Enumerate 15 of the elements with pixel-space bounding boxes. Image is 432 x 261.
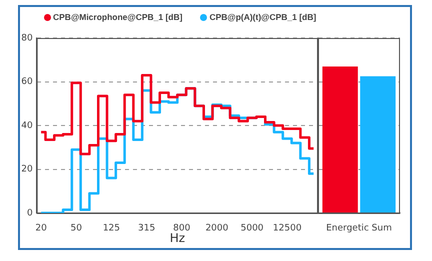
y-tick-label: 60 bbox=[21, 77, 33, 88]
y-tick-label: 20 bbox=[21, 164, 33, 175]
y-tick-label: 80 bbox=[21, 33, 33, 44]
y-tick-label: 0 bbox=[26, 208, 33, 218]
x-tick-label: 12500 bbox=[272, 224, 302, 234]
x-tick-label: 125 bbox=[102, 224, 120, 234]
legend-label: CPB@p(A)(t)@CPB_1 [dB] bbox=[208, 12, 316, 22]
legend-label: CPB@Microphone@CPB_1 [dB] bbox=[52, 12, 182, 22]
x-tick-label: 50 bbox=[70, 224, 82, 234]
x-tick-label: 20 bbox=[35, 224, 48, 234]
x-tick-label: 315 bbox=[138, 224, 156, 234]
x-tick-label: 2000 bbox=[205, 224, 229, 234]
x-tick-label: 5000 bbox=[240, 224, 264, 234]
y-tick-label: 40 bbox=[21, 120, 33, 131]
x-tick-label: Energetic Sum bbox=[326, 224, 392, 234]
